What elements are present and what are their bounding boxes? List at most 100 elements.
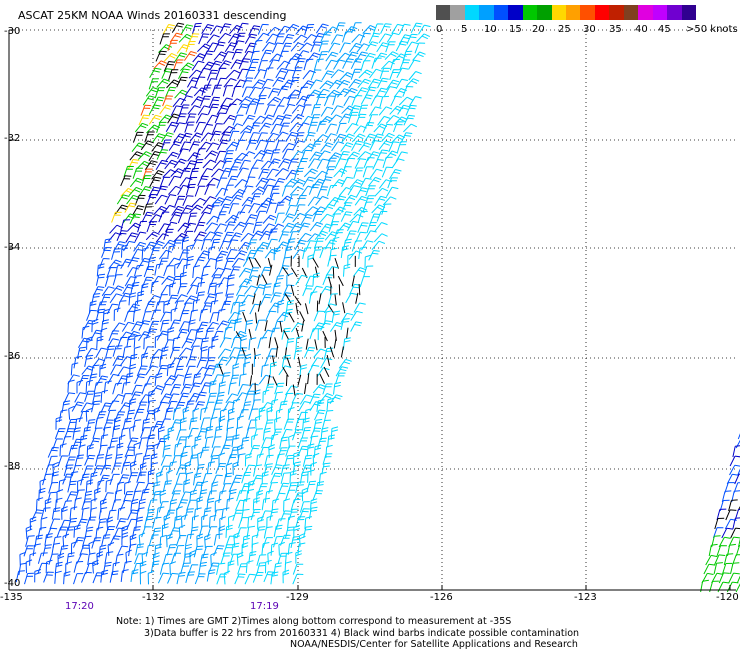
- wind-barb: [280, 123, 290, 133]
- wind-barb: [306, 339, 308, 350]
- wind-barb: [307, 481, 316, 492]
- wind-barb: [396, 41, 408, 51]
- wind-barb: [327, 355, 329, 366]
- wind-barb: [155, 544, 162, 557]
- wind-barb: [216, 68, 226, 78]
- wind-barb: [110, 571, 118, 583]
- wind-barb: [315, 339, 317, 350]
- wind-barb: [141, 141, 154, 150]
- wind-barb: [103, 493, 114, 503]
- wind-barb: [158, 573, 169, 583]
- wind-barb: [417, 34, 430, 42]
- wind-barb: [93, 560, 99, 573]
- wind-barb: [331, 70, 344, 78]
- wind-barb: [325, 124, 337, 134]
- wind-barb: [209, 97, 220, 107]
- wind-barb: [95, 417, 103, 429]
- wind-barb: [121, 220, 130, 231]
- wind-barb: [237, 416, 244, 429]
- wind-barb: [190, 383, 201, 393]
- wind-barb: [236, 427, 243, 440]
- wind-barb: [204, 294, 215, 304]
- wind-barb: [351, 311, 363, 320]
- wind-barb: [254, 465, 263, 477]
- wind-barb: [133, 420, 141, 432]
- wind-barb: [224, 185, 234, 196]
- wind-barb: [262, 79, 274, 89]
- wind-barb: [279, 483, 289, 493]
- wind-barb: [373, 24, 383, 34]
- wind-barb: [182, 303, 192, 313]
- wind-barb: [156, 234, 169, 243]
- wind-barb: [274, 525, 282, 537]
- wind-barb: [234, 319, 241, 331]
- wind-barb: [101, 295, 111, 305]
- wind-barb: [256, 416, 262, 429]
- wind-barb: [284, 419, 294, 429]
- wind-barb: [171, 553, 181, 564]
- map-title: ASCAT 25KM NOAA Winds 20160331 descendin…: [18, 9, 286, 22]
- wind-barb: [127, 410, 135, 422]
- wind-barb: [285, 527, 294, 538]
- wind-barb: [232, 543, 240, 555]
- wind-barb: [360, 178, 372, 188]
- wind-barb: [296, 303, 298, 314]
- wind-barb: [249, 204, 261, 214]
- wind-barb: [102, 358, 112, 368]
- wind-barb: [247, 489, 254, 501]
- wind-barb: [369, 33, 380, 43]
- wind-barb: [78, 338, 90, 348]
- wind-barb: [130, 364, 136, 377]
- wind-barb: [183, 374, 192, 386]
- wind-barb: [145, 516, 154, 527]
- wind-barb: [217, 212, 227, 223]
- wind-barb: [317, 368, 329, 377]
- wind-barb: [286, 24, 299, 32]
- wind-barb: [174, 123, 185, 133]
- wind-barb: [220, 24, 231, 34]
- wind-barb: [255, 104, 265, 115]
- wind-barb: [259, 169, 270, 179]
- wind-barb: [72, 466, 82, 477]
- wind-barb: [103, 562, 111, 574]
- wind-barb: [48, 492, 57, 503]
- wind-barb: [300, 311, 305, 321]
- wind-barb: [127, 268, 139, 277]
- wind-barb: [98, 480, 105, 493]
- wind-barb: [253, 41, 262, 52]
- wind-barb: [219, 364, 223, 374]
- wind-barb: [270, 362, 277, 375]
- wind-barb: [225, 43, 237, 52]
- wind-barb: [282, 328, 291, 339]
- wind-barb: [151, 310, 161, 320]
- wind-barb: [223, 86, 233, 97]
- wind-barb: [211, 232, 223, 241]
- wind-barb: [277, 312, 290, 321]
- wind-barb: [358, 223, 369, 233]
- wind-barb: [210, 203, 220, 213]
- wind-barb: [326, 52, 338, 61]
- wind-barb: [289, 313, 294, 323]
- wind-barb: [199, 212, 211, 222]
- wind-barb: [129, 293, 136, 306]
- wind-barb: [112, 212, 122, 222]
- wind-barb: [242, 295, 254, 304]
- legend-swatch: [450, 5, 465, 20]
- wind-barb: [111, 365, 122, 375]
- wind-barb: [194, 88, 207, 96]
- wind-barb: [192, 23, 201, 34]
- wind-barb: [70, 507, 77, 520]
- wind-barb: [302, 428, 311, 439]
- wind-barb: [156, 160, 168, 169]
- wind-barb: [207, 570, 215, 582]
- wind-barb: [226, 427, 233, 439]
- legend-swatch: [566, 5, 581, 20]
- wind-barb: [139, 438, 148, 449]
- wind-barb: [323, 275, 333, 285]
- wind-barb: [164, 266, 174, 276]
- wind-barb: [392, 159, 404, 168]
- legend-swatch: [494, 5, 509, 20]
- wind-barb: [327, 186, 337, 197]
- wind-barb: [403, 51, 412, 62]
- wind-barb: [284, 499, 290, 512]
